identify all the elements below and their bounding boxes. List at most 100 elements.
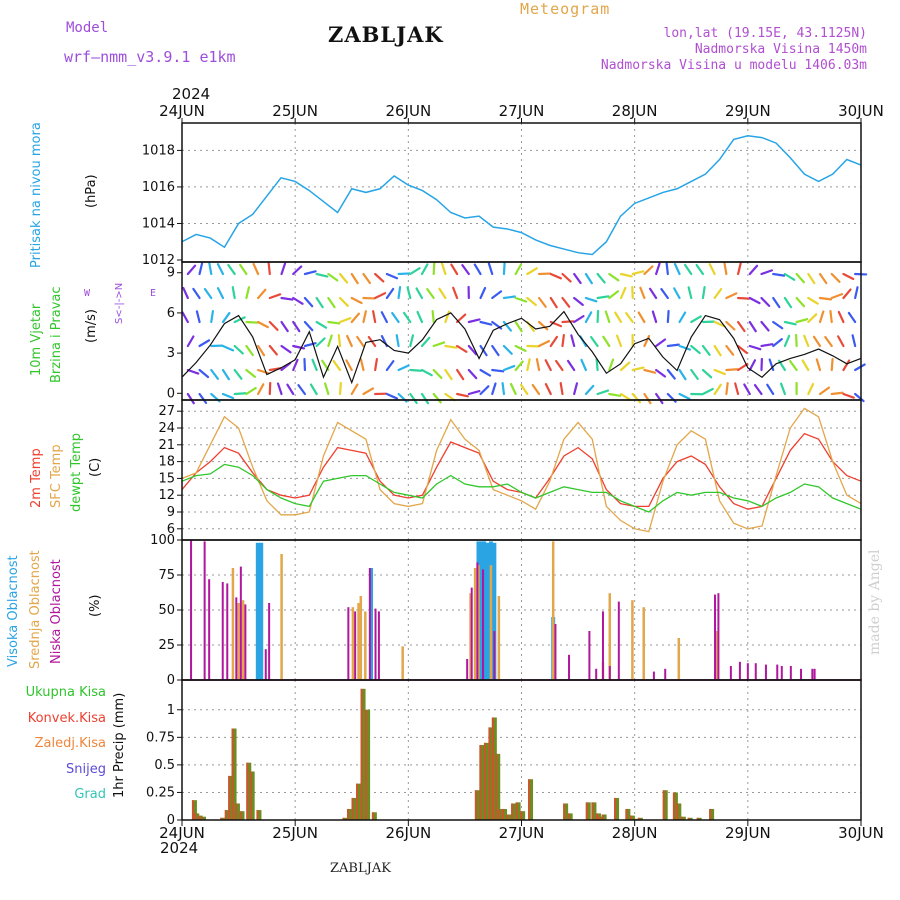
x-label-top: 27JUN (499, 102, 545, 120)
wind-arrow (807, 272, 816, 285)
wind-arrow (526, 358, 531, 372)
y-tick-label: 0.25 (146, 785, 175, 800)
wind-arrow (502, 320, 512, 332)
model-elevation: Nadmorska Visina u modelu 1406.03m (600, 58, 867, 73)
wind-arrow (303, 342, 317, 348)
wind-arrow (665, 261, 669, 276)
wind-arrow (514, 360, 524, 372)
cloud-low-bar (714, 594, 717, 680)
wind-arrow (561, 333, 565, 348)
wind-arrow (544, 383, 552, 396)
wind-arrow (456, 392, 469, 398)
wind-arrow (315, 296, 324, 309)
cloud-low-bar (244, 604, 247, 680)
precip-conv-bar (491, 717, 494, 820)
wind-arrow (208, 262, 213, 276)
wind-arrow (216, 287, 225, 300)
precip-conv-bar (528, 779, 531, 820)
wind-arrow (444, 344, 458, 349)
wind-arrow (356, 335, 365, 348)
wind-arrow (350, 383, 359, 396)
wind-arrow (256, 344, 266, 357)
precip-conv-bar (224, 810, 227, 820)
cloud-high-bar (485, 542, 490, 680)
precip-conv-bar (614, 797, 617, 820)
wind-arrow (346, 334, 353, 348)
precip-conv-bar (676, 803, 679, 820)
wind-arrow (268, 293, 282, 300)
wind-arrow (461, 264, 470, 276)
wind-arrow (409, 392, 418, 405)
wind-arrow (182, 286, 189, 300)
precip-conv-bar (662, 790, 665, 820)
wind-arrow (842, 272, 855, 281)
panel-frame (181, 122, 862, 263)
wind-arrow (315, 272, 329, 278)
wind-arrow (210, 310, 214, 324)
wind-arrow (544, 359, 552, 372)
x-label-bottom: 26JUN (385, 824, 431, 842)
wind-arrow (239, 263, 248, 276)
wind-arrow (221, 311, 231, 324)
y-tick-label: 1012 (142, 253, 175, 268)
wind-arrow (649, 287, 658, 300)
wind-arrow (221, 344, 235, 352)
precip-bar (662, 790, 668, 820)
precip-conv-bar (498, 808, 501, 820)
wind-arrow (467, 344, 478, 356)
precip-conv-label: Konvek.Kisa (27, 711, 106, 726)
wind-arrow (655, 262, 661, 276)
wind-arrow (725, 292, 738, 300)
wind-arrow (736, 344, 748, 354)
wind-arrow (231, 286, 236, 300)
wind-arrow (673, 287, 681, 300)
precip-conv-bar (483, 742, 486, 820)
wind-arrow (526, 296, 537, 307)
wind-arrow (687, 286, 693, 300)
wind-arrow (713, 320, 726, 328)
y-tick-label: 3 (167, 346, 175, 361)
precip-bar (234, 803, 240, 820)
wind-arrow (655, 338, 667, 348)
precip-bar (598, 816, 604, 820)
precip-bar (256, 810, 262, 820)
precip-conv-bar (687, 817, 690, 820)
wind-arrow (701, 344, 711, 356)
wind-arrow (619, 272, 633, 278)
precip-conv-bar (672, 792, 675, 820)
footer-station: ZABLJAK (330, 861, 391, 876)
panel-frame (181, 679, 862, 821)
wind-arrow (619, 361, 631, 372)
precip-bar (371, 812, 377, 820)
wind-arrow (479, 385, 490, 396)
precip-bar (676, 803, 682, 820)
cloud-low-bar (601, 611, 604, 680)
precip-conv-bar (506, 814, 509, 820)
precip-conv-bar (474, 790, 477, 820)
wind-arrow (432, 341, 446, 348)
wind-arrow (608, 392, 622, 397)
precip-bar (491, 717, 497, 820)
wind-arrow (245, 286, 251, 300)
cloud-mid-bar (359, 596, 363, 680)
wind-arrow (537, 296, 547, 308)
wind-arrow (267, 261, 271, 276)
precip-conv-bar (601, 814, 604, 820)
wind-arrow (760, 320, 770, 332)
wind-arrow (743, 383, 751, 396)
cloud-low-bar (226, 583, 229, 680)
y-tick-label: 9 (167, 505, 175, 520)
wind-arrow (479, 320, 493, 326)
wind-arrow (292, 344, 306, 350)
precip-conv-bar (228, 775, 231, 820)
wind-arrow (338, 381, 342, 396)
wind-arrow (221, 392, 235, 400)
precip-conv-bar (360, 688, 363, 820)
wind-arrow (713, 287, 723, 300)
wind-arrow (337, 333, 342, 348)
cloud-low-bar (347, 607, 350, 680)
wind-arrow (276, 382, 283, 396)
precip-bar (515, 802, 521, 820)
precip-conv-bar (709, 808, 712, 820)
wind-arrow (584, 311, 593, 324)
